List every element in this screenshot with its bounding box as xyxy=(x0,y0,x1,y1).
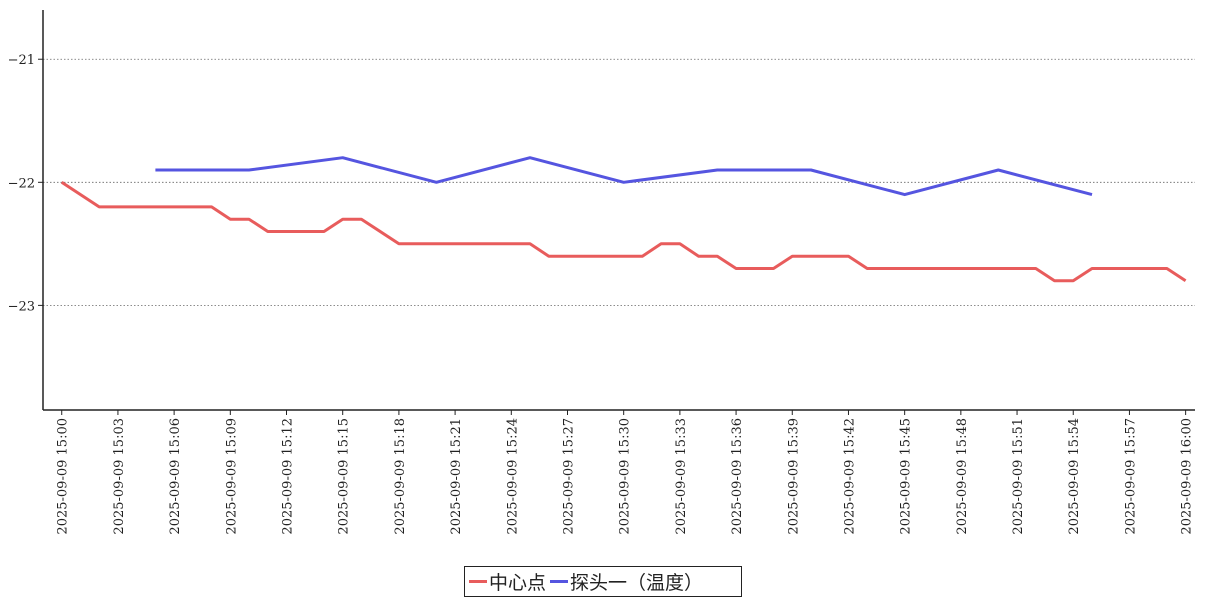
x-tick-label: 2025-09-09 15:42 xyxy=(842,418,857,535)
y-tick-label: −23 xyxy=(8,299,35,314)
legend-swatch-center xyxy=(469,580,487,583)
x-tick-label: 2025-09-09 15:30 xyxy=(618,418,633,535)
x-tick-label: 2025-09-09 15:24 xyxy=(505,418,520,535)
legend-item-center: 中心点 xyxy=(469,568,546,595)
series-line-0 xyxy=(60,181,1187,283)
x-tick-label: 2025-09-09 15:15 xyxy=(337,418,352,535)
legend: 中心点 探头一（温度） xyxy=(464,566,742,597)
x-tick-label: 2025-09-09 15:54 xyxy=(1067,418,1082,535)
x-tick-label: 2025-09-09 15:21 xyxy=(449,418,464,535)
x-axis-ticks: 2025-09-09 15:00 2025-09-09 15:03 2025-09-… xyxy=(56,410,1195,535)
x-tick-label: 2025-09-09 15:27 xyxy=(561,418,576,535)
x-tick-label: 2025-09-09 15:03 xyxy=(112,418,127,535)
x-tick-label: 2025-09-09 15:06 xyxy=(168,418,183,535)
x-tick-label: 2025-09-09 15:36 xyxy=(730,418,745,535)
series-lines xyxy=(60,156,1187,283)
x-tick-label: 2025-09-09 15:57 xyxy=(1123,418,1138,535)
x-tick-label: 2025-09-09 15:45 xyxy=(899,418,914,535)
series-line-1 xyxy=(155,156,1093,197)
grid-lines xyxy=(43,58,1195,306)
y-tick-label: −22 xyxy=(8,176,35,191)
x-tick-label: 2025-09-09 15:18 xyxy=(393,418,408,535)
legend-label-center: 中心点 xyxy=(489,572,547,594)
legend-swatch-probe1 xyxy=(550,580,569,583)
legend-label-probe1: 探头一（温度） xyxy=(570,572,704,594)
x-tick-label: 2025-09-09 15:33 xyxy=(674,418,689,535)
x-tick-label: 2025-09-09 15:00 xyxy=(56,418,71,535)
x-tick-label: 2025-09-09 15:12 xyxy=(281,418,296,535)
x-tick-label: 2025-09-09 15:51 xyxy=(1011,418,1026,535)
y-axis-ticks: −21 −22 −23 xyxy=(8,53,43,314)
x-tick-label: 2025-09-09 16:00 xyxy=(1180,418,1195,535)
x-tick-label: 2025-09-09 15:09 xyxy=(224,418,239,535)
legend-item-probe1: 探头一（温度） xyxy=(550,568,703,595)
x-tick-label: 2025-09-09 15:39 xyxy=(786,418,801,535)
x-tick-label: 2025-09-09 15:48 xyxy=(955,418,970,535)
y-tick-label: −21 xyxy=(8,53,35,68)
